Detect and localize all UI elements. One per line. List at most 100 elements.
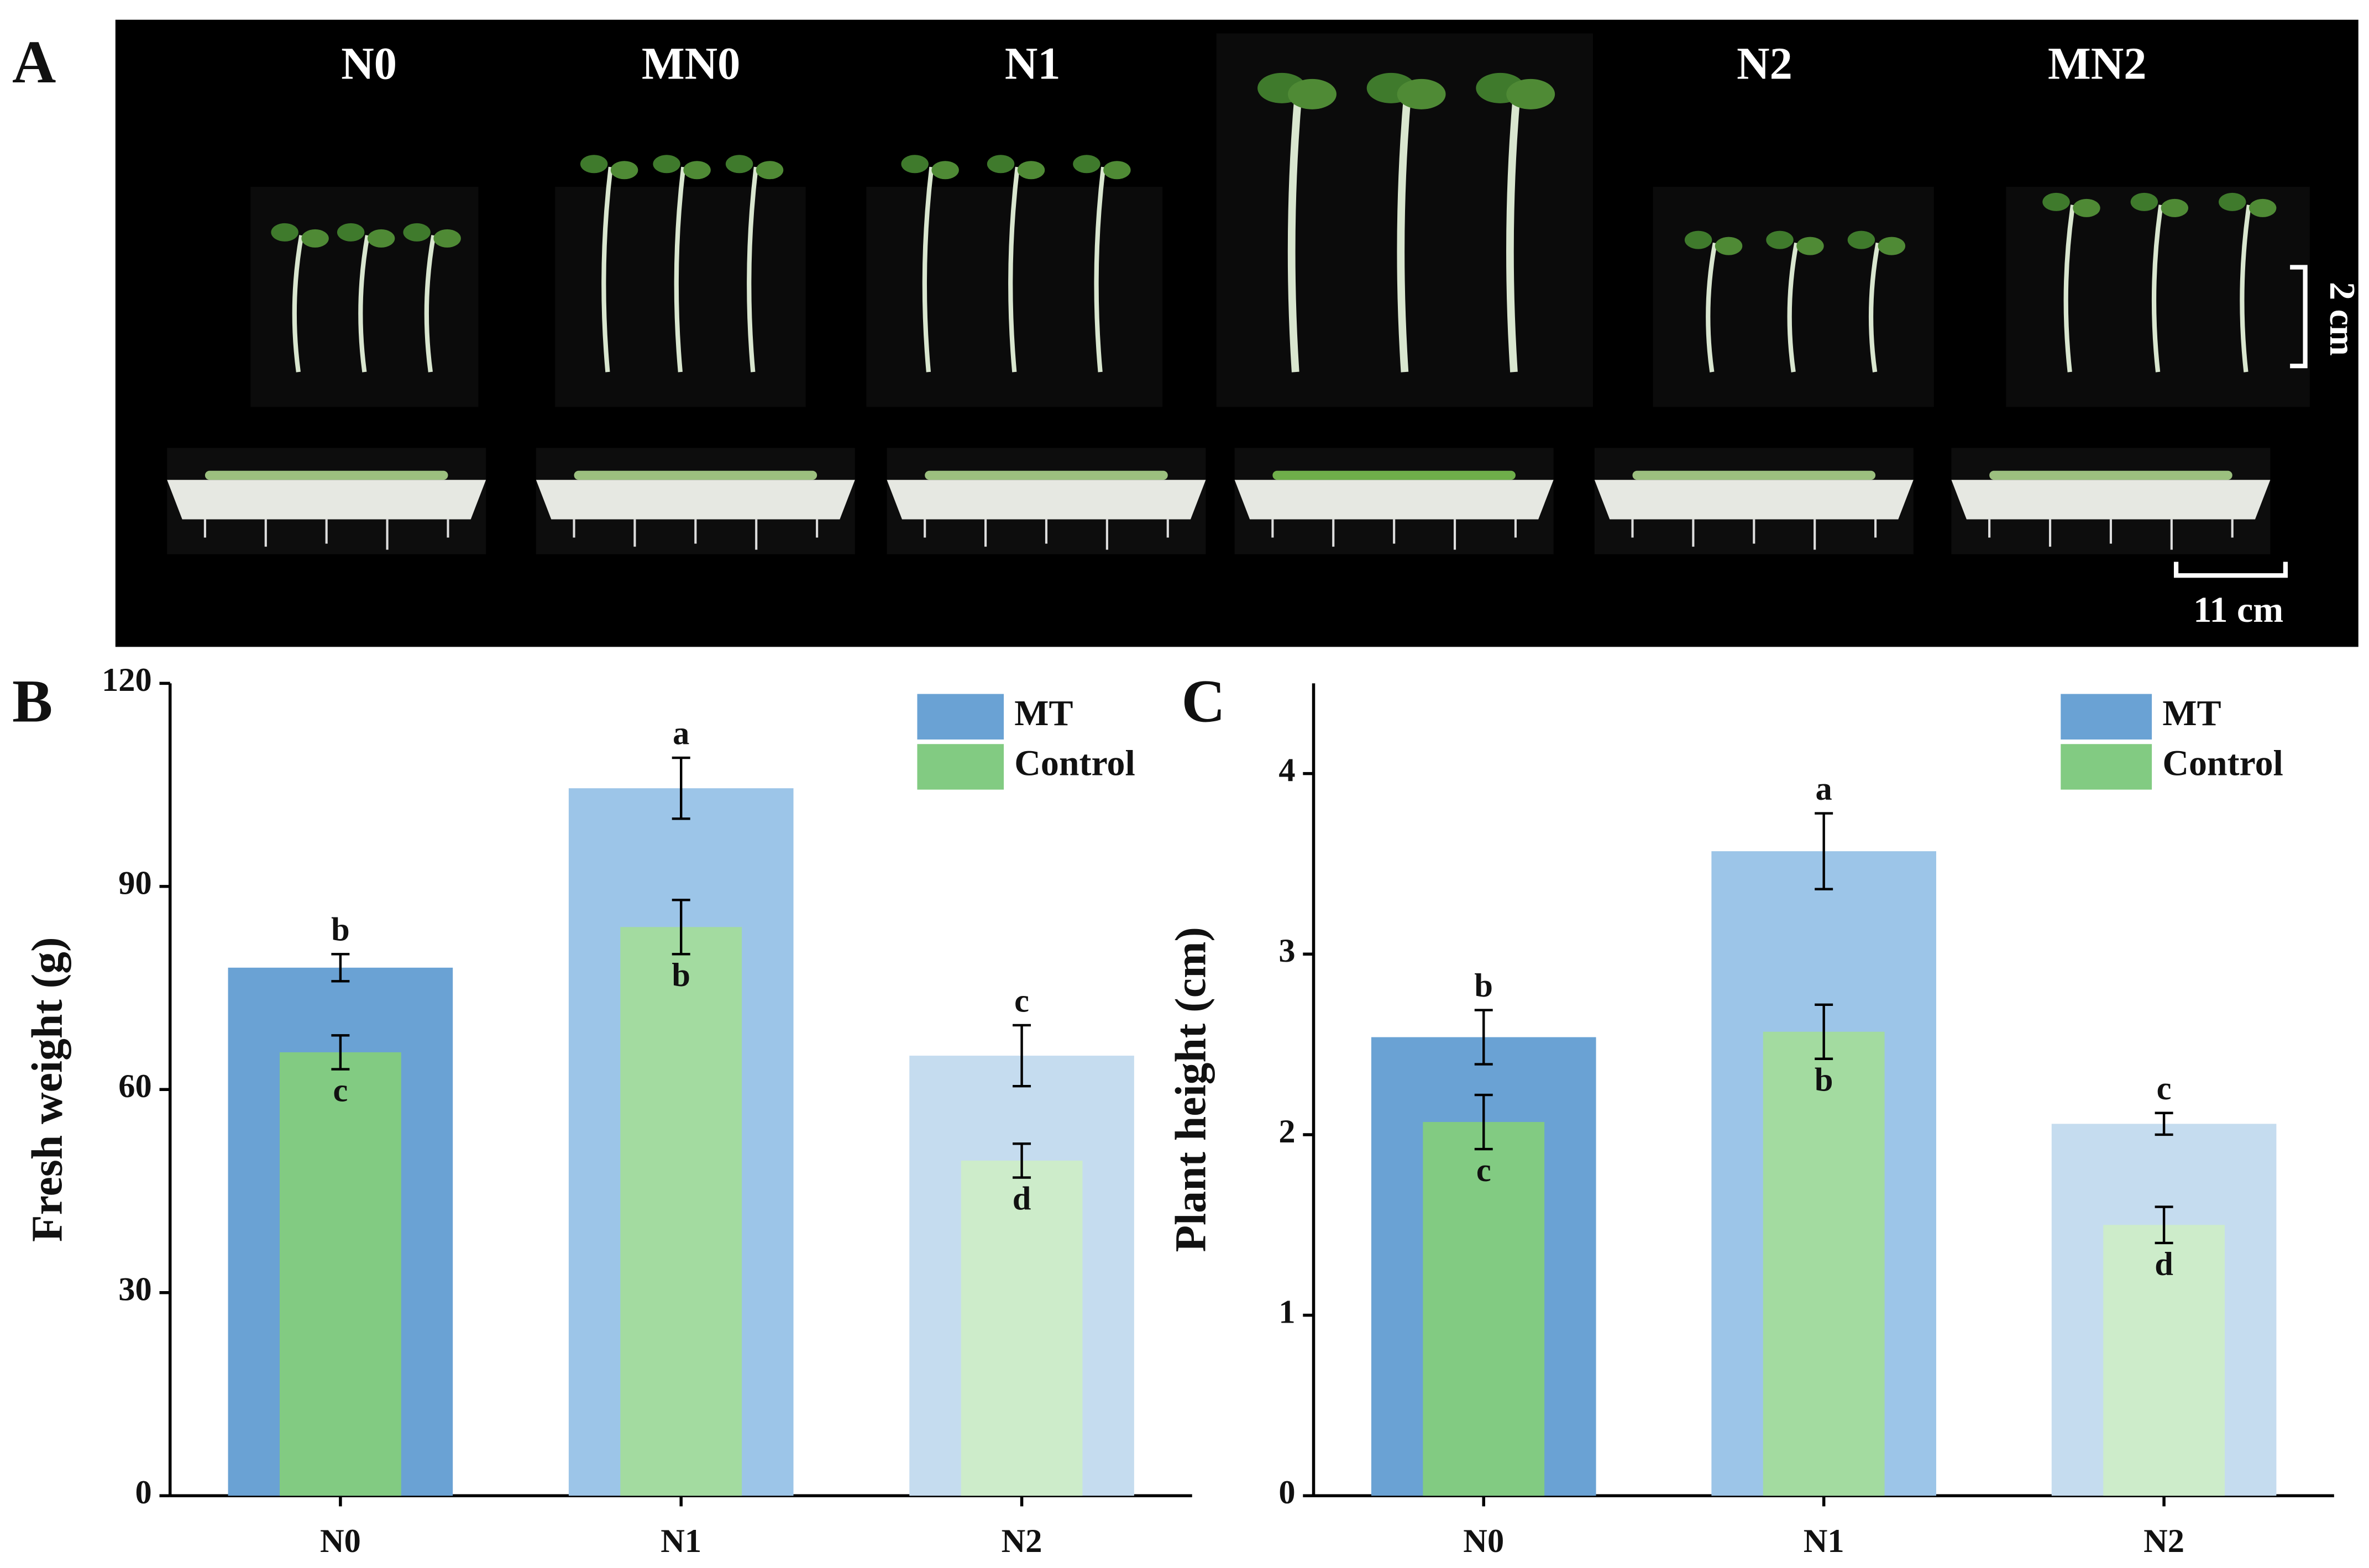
- leaf: [1847, 230, 1875, 249]
- seedling-stem: [601, 166, 613, 373]
- leaf: [756, 161, 784, 180]
- bar: [961, 1160, 1083, 1496]
- significance-letter: b: [1474, 967, 1493, 1004]
- seedling-stem: [1706, 242, 1717, 373]
- significance-letter: b: [1815, 1062, 1833, 1099]
- x-tick-label: N1: [1804, 1523, 1844, 1560]
- x-tick-label: N0: [1463, 1523, 1504, 1560]
- legend-label: MT: [1014, 693, 1073, 733]
- significance-letter: b: [672, 957, 690, 994]
- leaf: [901, 155, 929, 174]
- leaf: [1715, 237, 1743, 255]
- y-axis-label: Plant height (cm): [1167, 927, 1215, 1252]
- leaf: [2073, 198, 2100, 217]
- seedling-stem: [1008, 166, 1020, 373]
- leaf: [610, 161, 638, 180]
- error-bar: [1815, 812, 1833, 890]
- seedling-stem: [424, 235, 436, 373]
- bar: [1423, 1122, 1545, 1496]
- treatment-label: N1: [1005, 39, 1061, 89]
- y-tick-label: 30: [118, 1271, 151, 1308]
- leaf: [271, 223, 298, 242]
- significance-letter: d: [1013, 1180, 1031, 1217]
- leaf: [1506, 78, 1555, 109]
- seedling-stem: [2063, 204, 2076, 373]
- y-tick-label: 120: [102, 662, 152, 699]
- leaf: [1878, 237, 1906, 255]
- x-tick-label: N1: [661, 1523, 701, 1560]
- leaf: [433, 229, 461, 248]
- panel-letter: A: [12, 28, 56, 96]
- seedling-stem: [1868, 242, 1880, 373]
- tray: [1234, 480, 1554, 520]
- leaf: [653, 155, 680, 174]
- legend-label: Control: [2162, 743, 2283, 784]
- seedling-stem: [1094, 166, 1106, 373]
- error-bar: [672, 899, 690, 956]
- significance-letter: a: [673, 715, 689, 752]
- leaf: [2249, 198, 2277, 217]
- seedling-stem: [1397, 91, 1412, 373]
- seedling-stem: [674, 166, 686, 373]
- scale-label: 11 cm: [2193, 590, 2283, 630]
- significance-letter: b: [331, 911, 350, 948]
- roots: [1988, 519, 2234, 550]
- error-bar: [1474, 1009, 1493, 1066]
- leaf: [2161, 198, 2189, 217]
- roots: [1271, 519, 1517, 550]
- seedling-stem: [1787, 242, 1799, 373]
- leaf: [1796, 237, 1824, 255]
- roots: [573, 519, 819, 550]
- error-bar: [1815, 1003, 1833, 1060]
- leaf: [403, 223, 431, 242]
- sprouts: [925, 470, 1168, 480]
- seedling-stem: [922, 166, 934, 373]
- y-tick-label: 1: [1278, 1293, 1295, 1330]
- leaf: [1766, 230, 1794, 249]
- error-bar: [1474, 1093, 1493, 1151]
- leaf: [1288, 78, 1337, 109]
- x-tick-label: N2: [2143, 1523, 2184, 1560]
- leaf: [1073, 155, 1100, 174]
- leaf: [2042, 192, 2070, 211]
- y-tick-label: 4: [1278, 752, 1295, 789]
- leaf: [1017, 161, 1045, 180]
- legend-label: MT: [2162, 693, 2221, 733]
- sprouts: [574, 470, 817, 480]
- seedling-stem: [747, 166, 758, 373]
- error-bar: [2155, 1205, 2173, 1245]
- seedling-stem: [358, 235, 370, 373]
- roots: [924, 519, 1169, 550]
- y-tick-label: 0: [1278, 1474, 1295, 1511]
- legend-swatch: [2061, 744, 2152, 790]
- leaf: [580, 155, 608, 174]
- leaf: [931, 161, 959, 180]
- significance-letter: c: [1476, 1152, 1491, 1189]
- y-tick-label: 60: [118, 1068, 151, 1105]
- error-bar: [331, 1034, 350, 1071]
- significance-letter: c: [1014, 982, 1029, 1019]
- treatment-label: N0: [341, 39, 397, 89]
- leaf: [337, 223, 365, 242]
- bar: [279, 1052, 401, 1496]
- tray: [1594, 480, 1914, 520]
- seedling-stem: [1287, 91, 1303, 373]
- y-axis-label: Fresh weight (g): [23, 937, 72, 1242]
- error-bar: [1013, 1024, 1031, 1088]
- leaf: [987, 155, 1015, 174]
- leaf: [367, 229, 395, 248]
- scale-bar: [2173, 562, 2288, 578]
- error-bar: [331, 953, 350, 983]
- tray: [1951, 480, 2271, 520]
- error-bar: [1013, 1142, 1031, 1179]
- y-tick-label: 90: [118, 865, 151, 902]
- significance-letter: d: [2155, 1246, 2173, 1283]
- y-tick-label: 3: [1278, 932, 1295, 969]
- significance-letter: a: [1816, 770, 1832, 807]
- scale-bar: [2290, 265, 2308, 369]
- x-tick-label: N2: [1002, 1523, 1042, 1560]
- seedling-stem: [2151, 204, 2163, 373]
- significance-letter: c: [333, 1072, 348, 1109]
